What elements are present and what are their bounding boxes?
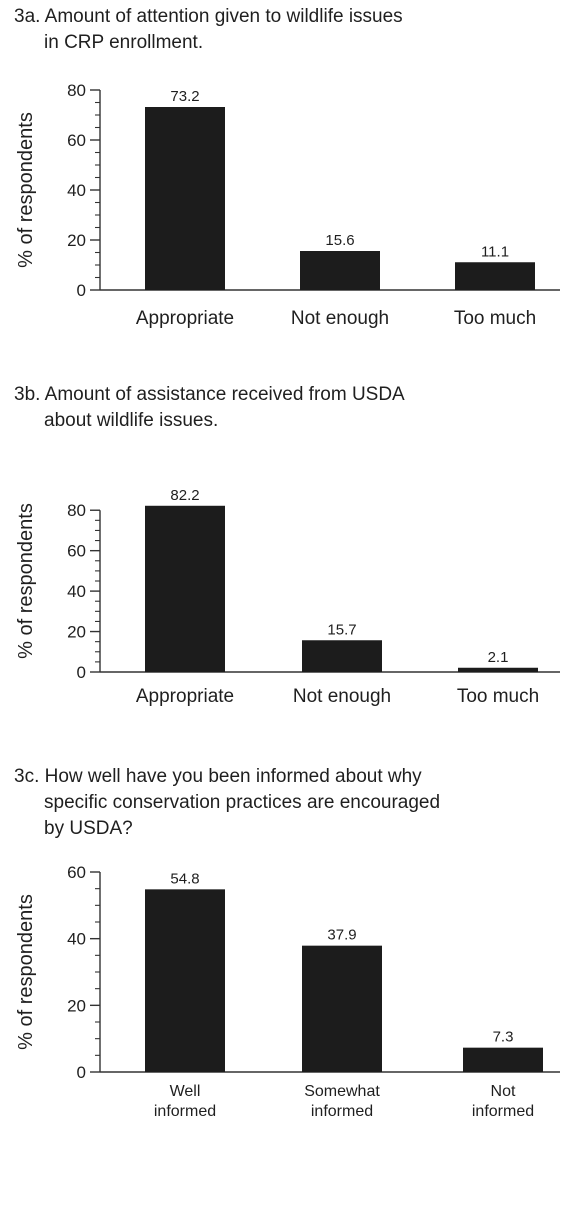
y-tick-label: 20 bbox=[67, 623, 86, 642]
x-category-label: informed bbox=[154, 1103, 216, 1120]
chart-title-line: by USDA? bbox=[44, 818, 133, 839]
bar-value-label: 73.2 bbox=[170, 88, 199, 105]
bar-chart-3a: % of respondents 0 20 40 60 80 73.2 Appropriate… bbox=[15, 81, 560, 329]
bar-chart-3c: % of respondents 0 20 40 60 54.8 Well informed 3… bbox=[15, 863, 560, 1120]
bar-value-label: 7.3 bbox=[493, 1029, 514, 1046]
y-tick-label: 40 bbox=[67, 582, 86, 601]
x-category-label: Not enough bbox=[293, 686, 391, 707]
x-category-label: Appropriate bbox=[136, 308, 234, 329]
x-category-label: Not enough bbox=[291, 308, 389, 329]
chart-title-line: 3b. Amount of assistance received from U… bbox=[14, 384, 405, 405]
chart-title-3c: 3c. How well have you been informed abou… bbox=[14, 764, 440, 842]
x-category-label: Too much bbox=[454, 308, 536, 329]
x-category-label: Appropriate bbox=[136, 686, 234, 707]
y-tick-label: 0 bbox=[77, 281, 86, 300]
bar bbox=[458, 667, 538, 672]
bar-value-label: 15.7 bbox=[327, 621, 356, 638]
y-tick-label: 60 bbox=[67, 863, 86, 882]
y-tick-label: 20 bbox=[67, 231, 86, 250]
y-tick-label: 60 bbox=[67, 131, 86, 150]
bar bbox=[145, 889, 225, 1072]
x-category-label: Not bbox=[491, 1083, 516, 1100]
y-tick-label: 20 bbox=[67, 996, 86, 1015]
y-tick-label: 0 bbox=[77, 1063, 86, 1082]
bar-value-label: 2.1 bbox=[488, 649, 509, 666]
y-tick-label: 40 bbox=[67, 181, 86, 200]
bar-value-label: 54.8 bbox=[170, 870, 199, 887]
y-axis-label: % of respondents bbox=[15, 503, 37, 659]
bar-value-label: 82.2 bbox=[170, 487, 199, 504]
bar-value-label: 15.6 bbox=[325, 232, 354, 249]
bar bbox=[300, 251, 380, 290]
chart-title-line: 3c. How well have you been informed abou… bbox=[14, 766, 422, 787]
bar-chart-3b: % of respondents 0 20 40 60 80 82.2 Appropriate… bbox=[15, 487, 560, 707]
x-category-label: informed bbox=[472, 1103, 534, 1120]
y-tick-label: 60 bbox=[67, 542, 86, 561]
bar bbox=[455, 262, 535, 290]
chart-title-3a: 3a. Amount of attention given to wildlif… bbox=[14, 4, 403, 56]
bar-value-label: 11.1 bbox=[481, 243, 509, 260]
y-axis-label: % of respondents bbox=[15, 112, 37, 268]
bar-value-label: 37.9 bbox=[327, 927, 356, 944]
chart-title-line: 3a. Amount of attention given to wildlif… bbox=[14, 6, 403, 27]
chart-title-line: specific conservation practices are enco… bbox=[44, 792, 441, 813]
y-tick-label: 80 bbox=[67, 501, 86, 520]
y-axis-label: % of respondents bbox=[15, 894, 37, 1050]
chart-title-line: about wildlife issues. bbox=[44, 410, 219, 431]
bar bbox=[302, 640, 382, 672]
y-tick-label: 0 bbox=[77, 663, 86, 682]
chart-title-line: in CRP enrollment. bbox=[44, 32, 204, 53]
bar bbox=[145, 107, 225, 290]
bar bbox=[145, 505, 225, 672]
chart-title-3b: 3b. Amount of assistance received from U… bbox=[14, 382, 405, 434]
bar bbox=[463, 1047, 543, 1072]
y-tick-label: 40 bbox=[67, 930, 86, 949]
y-tick-label: 80 bbox=[67, 81, 86, 100]
bar bbox=[302, 945, 382, 1072]
x-category-label: Well bbox=[170, 1083, 201, 1100]
x-category-label: Somewhat bbox=[304, 1083, 380, 1100]
x-category-label: Too much bbox=[457, 686, 539, 707]
x-category-label: informed bbox=[311, 1103, 373, 1120]
